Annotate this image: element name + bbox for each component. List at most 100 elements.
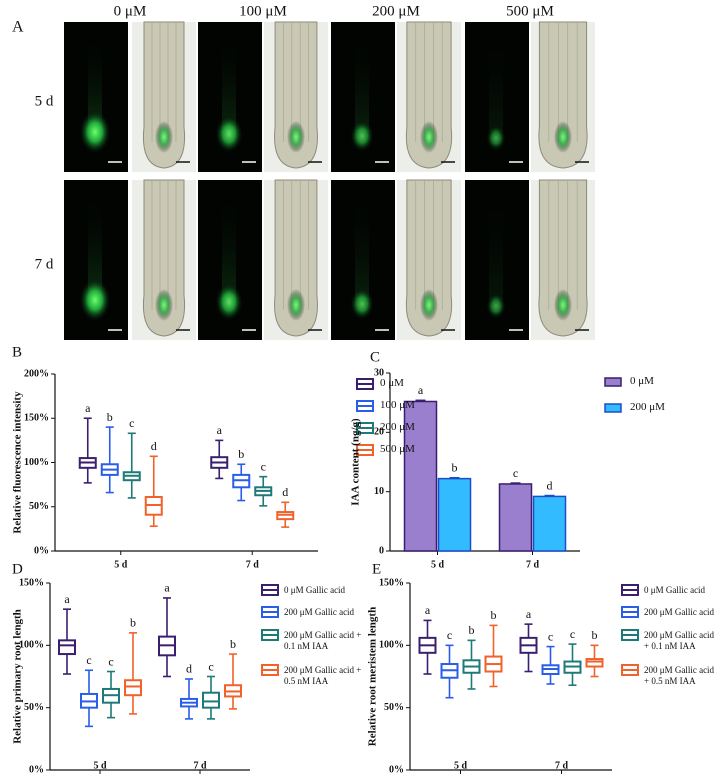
- fluorescence-beam: [489, 32, 503, 132]
- significance-letter: b: [130, 616, 136, 630]
- panel-label: E: [372, 561, 381, 577]
- y-axis-label: IAA content (ng/g): [350, 418, 362, 506]
- box: [124, 679, 142, 697]
- significance-letter: a: [85, 401, 91, 415]
- column-label: 100 μM: [239, 3, 287, 19]
- fluorescence-signal: [350, 120, 374, 152]
- panel-label: D: [12, 561, 23, 577]
- root-signal: [155, 289, 173, 321]
- bar: [498, 483, 533, 552]
- legend-label: 100 μM: [380, 399, 415, 411]
- root: [142, 21, 186, 169]
- y-tick-label: 50%: [384, 702, 404, 713]
- fluorescence-signal: [215, 283, 243, 321]
- box: [585, 658, 604, 668]
- significance-letter: b: [592, 628, 598, 642]
- x-tick-label: 5 d: [454, 760, 468, 771]
- legend-label: 0 μM Gallic acid: [284, 585, 346, 595]
- fluorescence-beam: [355, 190, 369, 300]
- significance-letter: c: [208, 659, 213, 673]
- fluorescence-signal: [215, 115, 243, 153]
- root-signal: [287, 121, 305, 153]
- root-signal: [554, 121, 572, 153]
- fluorescence-signal: [350, 288, 374, 320]
- legend-label: 200 μM Gallic acid + 0.1 nM IAA: [644, 630, 715, 651]
- significance-letter: c: [261, 459, 266, 473]
- x-tick-label: 7 d: [193, 760, 207, 771]
- y-tick-label: 30: [374, 367, 384, 378]
- fluorescence-beam: [88, 190, 102, 300]
- root: [274, 21, 318, 169]
- significance-letter: b: [238, 447, 244, 461]
- significance-letter: d: [151, 439, 157, 453]
- root: [538, 21, 588, 169]
- significance-letter: d: [186, 662, 192, 676]
- fluorescence-signal: [79, 110, 111, 154]
- x-tick-label: 5 d: [93, 760, 107, 771]
- significance-letter: d: [282, 485, 288, 499]
- root-signal: [420, 121, 438, 153]
- legend-swatch: [604, 377, 622, 387]
- fluorescence-beam: [355, 32, 369, 132]
- significance-letter: a: [526, 607, 532, 621]
- legend-label: 200 μM Gallic acid + 0.1 nM IAA: [284, 630, 362, 651]
- x-tick-label: 7 d: [246, 559, 260, 570]
- legend-label: 200 μM: [630, 401, 665, 413]
- significance-letter: a: [425, 603, 431, 617]
- panel-label: B: [12, 344, 22, 360]
- significance-letter: a: [164, 581, 170, 595]
- root: [142, 179, 186, 337]
- significance-letter: c: [513, 466, 518, 480]
- fluorescence-signal: [486, 125, 506, 151]
- significance-letter: c: [108, 654, 113, 668]
- legend-label: 200 μM: [380, 421, 415, 433]
- significance-letter: c: [447, 628, 452, 642]
- fluorescence-signal: [486, 293, 506, 319]
- legend-label: 0 μM Gallic acid: [644, 585, 706, 595]
- legend-label: 500 μM: [380, 443, 415, 455]
- y-tick-label: 50%: [29, 501, 49, 512]
- bar: [403, 400, 438, 552]
- fluorescence-beam: [222, 32, 236, 132]
- legend-swatch: [604, 403, 622, 413]
- legend-label: 200 μM Gallic acid + 0.5 nM IAA: [284, 665, 362, 686]
- y-tick-label: 0%: [389, 764, 404, 774]
- x-tick-label: 5 d: [431, 559, 445, 570]
- y-tick-label: 150%: [19, 577, 44, 588]
- significance-letter: c: [129, 416, 134, 430]
- x-tick-label: 7 d: [526, 559, 540, 570]
- significance-letter: c: [86, 653, 91, 667]
- x-tick-label: 7 d: [555, 760, 569, 771]
- fluorescence-beam: [222, 190, 236, 300]
- y-tick-label: 100%: [379, 640, 404, 651]
- y-tick-label: 10: [374, 486, 384, 497]
- legend-label: 200 μM Gallic acid: [644, 607, 715, 617]
- y-axis-label: Relative fluorescence intensity: [12, 391, 24, 534]
- legend-label: 0 μM: [380, 377, 404, 389]
- y-axis-label: Relative root meristem length: [367, 607, 379, 746]
- fluorescence-beam: [88, 32, 102, 132]
- significance-letter: a: [64, 592, 70, 606]
- root: [405, 179, 453, 337]
- root-signal: [155, 121, 173, 153]
- x-tick-label: 5 d: [114, 559, 128, 570]
- root-signal: [287, 289, 305, 321]
- box: [202, 691, 220, 709]
- significance-letter: a: [418, 383, 424, 397]
- box: [58, 639, 76, 656]
- y-tick-label: 0%: [29, 764, 44, 774]
- column-label: 200 μM: [372, 3, 420, 19]
- row-label: 5 d: [35, 93, 54, 109]
- significance-letter: d: [547, 478, 553, 492]
- column-label: 500 μM: [506, 3, 554, 19]
- legend-label: 200 μM Gallic acid + 0.5 nM IAA: [644, 665, 715, 686]
- y-tick-label: 50%: [24, 702, 44, 713]
- y-tick-label: 100%: [19, 640, 44, 651]
- y-tick-label: 100%: [24, 457, 49, 468]
- significance-letter: b: [452, 460, 458, 474]
- y-tick-label: 20: [374, 427, 384, 438]
- y-axis-label: Relative primary root length: [12, 609, 24, 744]
- fluorescence-signal: [79, 278, 111, 322]
- root: [274, 179, 318, 337]
